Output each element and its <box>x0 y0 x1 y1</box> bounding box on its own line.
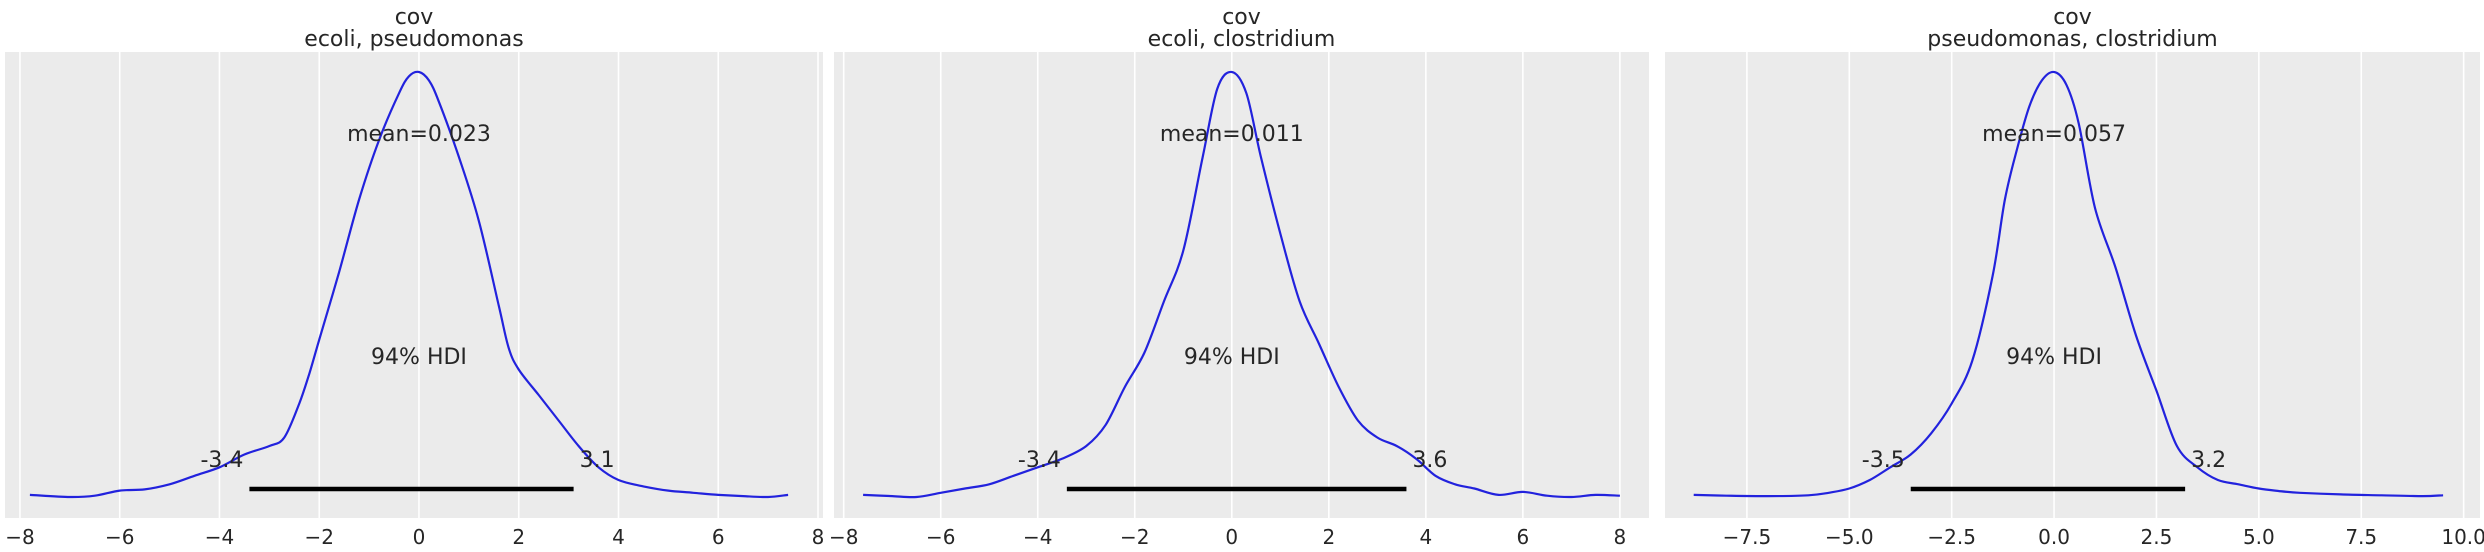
panel-subtitle: pseudomonas, clostridium <box>1927 27 2217 52</box>
panel-subtitle: ecoli, clostridium <box>1148 27 1336 52</box>
x-tick-label: 4 <box>1419 525 1432 549</box>
hdi-low-label: -3.4 <box>200 448 243 473</box>
hdi-high-label: 3.6 <box>1412 448 1447 473</box>
mean-label: mean=0.023 <box>347 122 491 147</box>
x-tick-label: −6 <box>926 525 955 549</box>
x-tick-label: 2 <box>512 525 525 549</box>
x-tick-label: 2.5 <box>2141 525 2173 549</box>
x-tick-label: −2 <box>1120 525 1149 549</box>
x-tick-label: −4 <box>1023 525 1052 549</box>
density-curve <box>863 70 1620 499</box>
x-tick-label: 0.0 <box>2038 525 2070 549</box>
hdi-label: 94% HDI <box>2006 345 2102 370</box>
x-tick-label: 0 <box>413 525 426 549</box>
hdi-low-label: -3.4 <box>1018 448 1061 473</box>
hdi-low-label: -3.5 <box>1862 448 1905 473</box>
panel-subtitle: ecoli, pseudomonas <box>304 27 523 52</box>
density-curve <box>1693 70 2444 498</box>
hdi-label: 94% HDI <box>371 345 467 370</box>
x-tick-label: 2 <box>1322 525 1335 549</box>
plot-area <box>834 52 1649 518</box>
panel-title: cov <box>395 5 434 30</box>
x-tick-label: 4 <box>612 525 625 549</box>
x-tick-label: −4 <box>205 525 234 549</box>
hdi-high-label: 3.2 <box>2191 448 2226 473</box>
x-tick-label: −8 <box>829 525 858 549</box>
x-tick-label: −2 <box>304 525 333 549</box>
density-curve <box>29 70 789 499</box>
hdi-high-label: 3.1 <box>580 448 615 473</box>
x-tick-label: 0 <box>1225 525 1238 549</box>
x-tick-label: −2.5 <box>1927 525 1976 549</box>
x-tick-label: −5.0 <box>1825 525 1874 549</box>
x-tick-label: 6 <box>1517 525 1530 549</box>
mean-label: mean=0.057 <box>1982 122 2126 147</box>
x-tick-label: 10.0 <box>2441 525 2484 549</box>
x-tick-label: 8 <box>1614 525 1627 549</box>
x-tick-label: 5.0 <box>2243 525 2275 549</box>
x-tick-label: 6 <box>712 525 725 549</box>
x-tick-label: −8 <box>5 525 34 549</box>
x-tick-label: −7.5 <box>1723 525 1772 549</box>
panel-title: cov <box>2053 5 2092 30</box>
mean-label: mean=0.011 <box>1160 122 1304 147</box>
x-tick-label: 8 <box>812 525 825 549</box>
x-tick-label: 7.5 <box>2345 525 2377 549</box>
plot-area <box>1665 52 2480 518</box>
plot-area <box>5 52 823 518</box>
panel-title: cov <box>1222 5 1261 30</box>
x-tick-label: −6 <box>105 525 134 549</box>
hdi-label: 94% HDI <box>1184 345 1280 370</box>
